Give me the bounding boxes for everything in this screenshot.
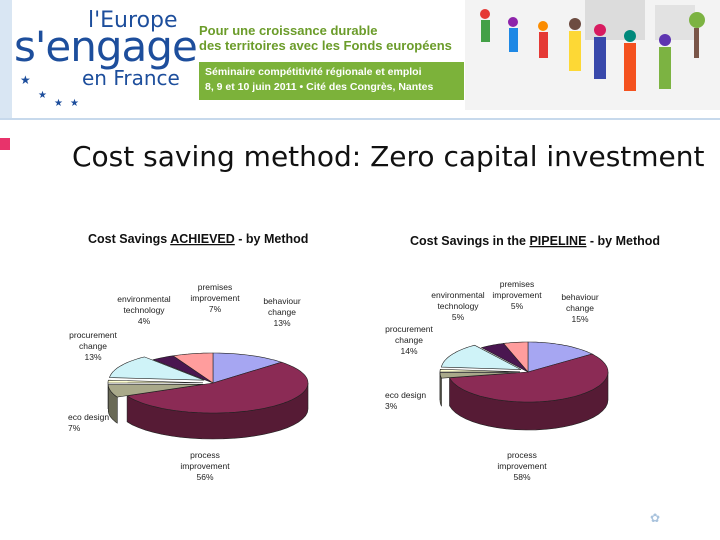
chart-pipeline: Cost Savings in the PIPELINE - by Method…: [385, 234, 660, 482]
pie-slice: [527, 341, 593, 373]
pie-slice: [172, 352, 214, 384]
logo-top-text: l'Europe: [88, 8, 178, 33]
pie-slices: [439, 341, 609, 431]
pie-slice: [439, 372, 521, 379]
flower-icon: ✿: [650, 511, 660, 525]
chart-achieved: Cost Savings ACHIEVED - by Method behavi…: [68, 232, 308, 482]
chart-title-emphasis: ACHIEVED: [170, 232, 235, 246]
pie-slice: [107, 379, 204, 384]
slice-label: premises improvement 5%: [492, 279, 542, 311]
chart-title: Cost Savings ACHIEVED - by Method: [88, 232, 308, 246]
tagline-line-1: Pour une croissance durable: [199, 23, 378, 38]
chart-title-post: - by Method: [586, 234, 660, 248]
slice-label: process improvement 56%: [180, 450, 230, 482]
slice-label: behaviour change 13%: [263, 296, 301, 328]
header-divider: [0, 118, 720, 120]
slice-label: environmental technology 5%: [431, 290, 485, 322]
svg-text:★: ★: [20, 73, 31, 87]
pie-slice: [126, 361, 309, 414]
svg-text:★: ★: [54, 98, 63, 109]
pie-slice: [108, 384, 204, 398]
pie-slices: [107, 352, 309, 440]
pie-slice: [109, 356, 205, 381]
chart-title-pre: Cost Savings in the: [410, 234, 529, 248]
eu-stars-icon: ★ ★ ★ ★: [20, 73, 79, 109]
slice-label: environmental technology 4%: [117, 294, 171, 326]
slice-label: eco design 3%: [385, 390, 426, 411]
tagline-line-2: des territoires avec les Fonds européens: [199, 38, 452, 53]
pie-slice: [152, 355, 214, 384]
slice-label: process improvement 58%: [497, 450, 547, 482]
slice-label: procurement change 14%: [385, 324, 433, 356]
chart-title-post: - by Method: [235, 232, 309, 246]
left-accent-strip: [0, 0, 12, 118]
pie-slice: [449, 353, 609, 403]
pie-slice: [440, 344, 522, 370]
event-line-1: Séminaire compétitivité régionale et emp…: [205, 66, 422, 78]
logo-main-text: s'engage: [14, 22, 198, 71]
pie-labels: behaviour change 13% process improvement 56% e…: [68, 282, 301, 482]
event-line-2: 8, 9 et 10 juin 2011 • Cité des Congrès,…: [205, 81, 434, 93]
people-illustration-icon: [465, 0, 720, 110]
slice-label: behaviour change 15%: [561, 292, 599, 324]
slice-label: premises improvement 7%: [190, 282, 240, 314]
slice-label: eco design 7%: [68, 412, 109, 433]
pie-slice: [503, 341, 529, 373]
pink-accent-mark: [0, 138, 10, 150]
svg-text:★: ★: [70, 98, 79, 109]
slice-label: procurement change 13%: [69, 330, 117, 362]
chart-title-emphasis: PIPELINE: [529, 234, 586, 248]
slide-title: Cost saving method: Zero capital investm…: [72, 140, 705, 173]
header-banner: l'Europe s'engage en France ★ ★ ★ ★ Pour…: [0, 0, 720, 118]
chart-title: Cost Savings in the PIPELINE - by Method: [410, 234, 660, 248]
chart-title-pre: Cost Savings: [88, 232, 170, 246]
pie-slice: [480, 343, 529, 373]
event-box: Séminaire compétitivité régionale et emp…: [199, 62, 464, 100]
logo-sub-text: en France: [82, 66, 180, 90]
svg-text:★: ★: [38, 90, 47, 101]
pie-slice: [439, 368, 521, 373]
pie-labels: behaviour change 15% process improvement 58% e…: [385, 279, 599, 482]
pie-slice: [212, 352, 283, 384]
